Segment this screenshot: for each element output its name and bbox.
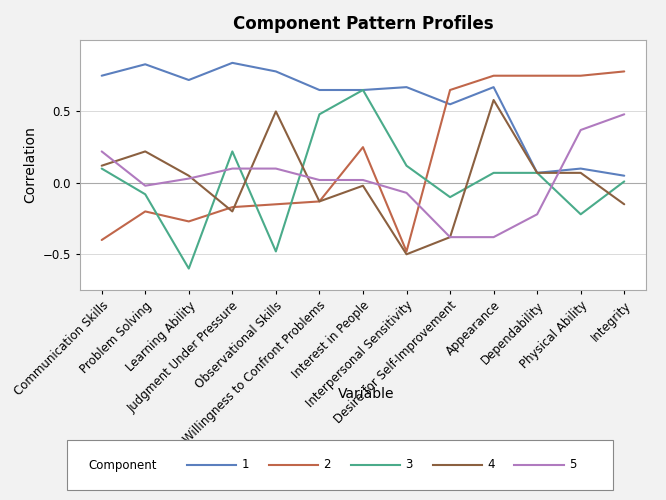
Text: 1: 1 (241, 458, 249, 471)
Text: Variable: Variable (338, 388, 394, 402)
Text: 5: 5 (569, 458, 576, 471)
Text: 4: 4 (487, 458, 495, 471)
FancyBboxPatch shape (67, 440, 613, 490)
Text: Component: Component (89, 458, 157, 471)
Text: 3: 3 (405, 458, 412, 471)
Title: Component Pattern Profiles: Component Pattern Profiles (232, 15, 494, 33)
Y-axis label: Correlation: Correlation (23, 126, 37, 204)
Text: 2: 2 (323, 458, 331, 471)
